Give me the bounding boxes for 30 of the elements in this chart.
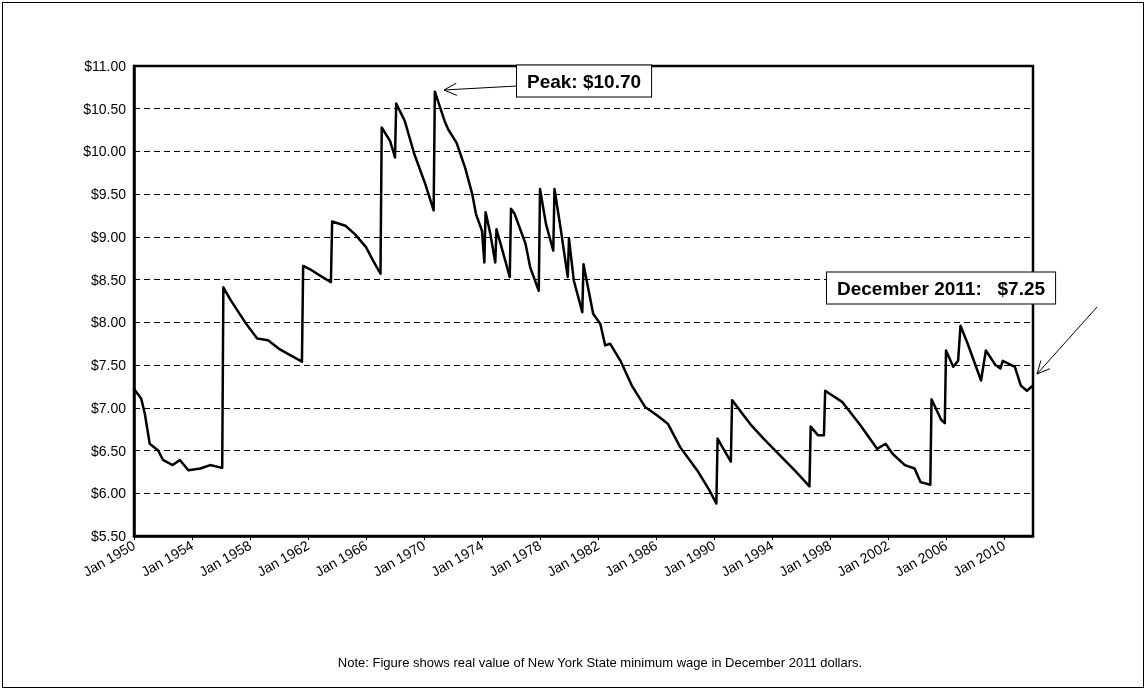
y-tick-label: $7.00	[90, 399, 127, 416]
y-tick-label: $6.00	[90, 485, 127, 502]
x-tick-label: Jan 2006	[892, 536, 951, 580]
x-tick-label: Jan 2002	[834, 536, 893, 580]
x-tick-label: Jan 1974	[428, 536, 487, 580]
y-tick-label: $9.00	[90, 228, 127, 245]
y-tick-label: $10.00	[83, 143, 127, 160]
y-tick-label: $8.00	[90, 314, 127, 331]
x-tick-label: Jan 1962	[254, 536, 313, 580]
y-tick-label: $7.50	[90, 357, 127, 374]
y-tick-label: $6.50	[90, 442, 127, 459]
annotation: December 2011: $7.25	[837, 277, 1046, 299]
text: Note: Figure shows real value of New York State minimum wage in December 2011 dollars.	[337, 654, 863, 670]
y-tick-label: $10.50	[83, 100, 127, 117]
x-tick-label: Jan 1986	[602, 536, 661, 580]
y-tick-label: $11.00	[84, 58, 127, 74]
x-tick-label: Jan 1958	[196, 536, 255, 580]
x-tick-label: Jan 1982	[544, 536, 603, 580]
x-tick-label: Jan 1966	[312, 536, 371, 580]
x-tick-label: Jan 1990	[660, 536, 719, 580]
x-tick-label: Jan 1998	[776, 536, 835, 580]
x-tick-label: Jan 1994	[718, 536, 777, 580]
x-tick-label: Jan 2010	[950, 536, 1009, 580]
y-tick-label: $5.50	[90, 528, 127, 544]
y-tick-label: $9.50	[90, 186, 127, 203]
x-tick-label: Jan 1954	[138, 536, 197, 580]
x-tick-label: Jan 1978	[486, 536, 545, 580]
annotation: Peak: $10.70	[527, 70, 642, 92]
x-tick-label: Jan 1970	[370, 536, 429, 580]
y-tick-label: $8.50	[90, 271, 127, 288]
